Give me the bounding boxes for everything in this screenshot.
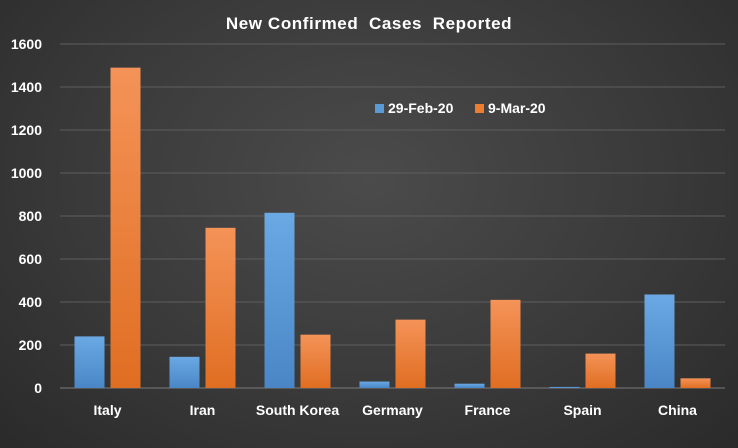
y-tick-label: 1000 bbox=[11, 165, 42, 181]
bar-series1 bbox=[264, 212, 295, 388]
bar-series2 bbox=[395, 319, 426, 388]
legend: 29-Feb-20 9-Mar-20 bbox=[375, 100, 546, 116]
y-tick-label: 1400 bbox=[11, 79, 42, 95]
bar-series2 bbox=[585, 353, 616, 388]
x-tick-label: Spain bbox=[563, 402, 601, 418]
y-tick-label: 800 bbox=[19, 208, 43, 224]
y-tick-label: 0 bbox=[34, 380, 42, 396]
y-tick-label: 1200 bbox=[11, 122, 42, 138]
chart-title: New Confirmed Cases Reported bbox=[226, 14, 512, 33]
legend-label: 29-Feb-20 bbox=[388, 100, 454, 116]
bar-series2 bbox=[205, 227, 236, 388]
y-axis-ticks: 0 200 400 600 800 1000 1200 1400 1600 bbox=[11, 36, 42, 396]
x-tick-label: China bbox=[658, 402, 697, 418]
x-axis-ticks: Italy Iran South Korea Germany France Spain Ch… bbox=[93, 402, 697, 418]
bar-series1 bbox=[454, 383, 485, 388]
bar-series2 bbox=[300, 334, 331, 388]
bar-series1 bbox=[169, 356, 200, 388]
y-tick-label: 600 bbox=[19, 251, 43, 267]
x-tick-label: Iran bbox=[190, 402, 216, 418]
x-tick-label: South Korea bbox=[256, 402, 339, 418]
bar-series1 bbox=[74, 336, 105, 388]
bar-series1 bbox=[644, 294, 675, 388]
legend-swatch bbox=[475, 104, 484, 113]
bar-series1 bbox=[549, 386, 580, 388]
x-tick-label: Germany bbox=[362, 402, 423, 418]
x-tick-label: Italy bbox=[93, 402, 121, 418]
y-tick-label: 200 bbox=[19, 337, 43, 353]
bars bbox=[74, 67, 711, 389]
gridlines bbox=[60, 43, 725, 389]
y-tick-label: 400 bbox=[19, 294, 43, 310]
legend-label: 9-Mar-20 bbox=[488, 100, 546, 116]
x-tick-label: France bbox=[465, 402, 511, 418]
legend-swatch bbox=[375, 104, 384, 113]
bar-series2 bbox=[680, 378, 711, 388]
bar-series1 bbox=[359, 381, 390, 388]
bar-series2 bbox=[490, 299, 521, 388]
bar-series2 bbox=[110, 67, 141, 389]
y-tick-label: 1600 bbox=[11, 36, 42, 52]
